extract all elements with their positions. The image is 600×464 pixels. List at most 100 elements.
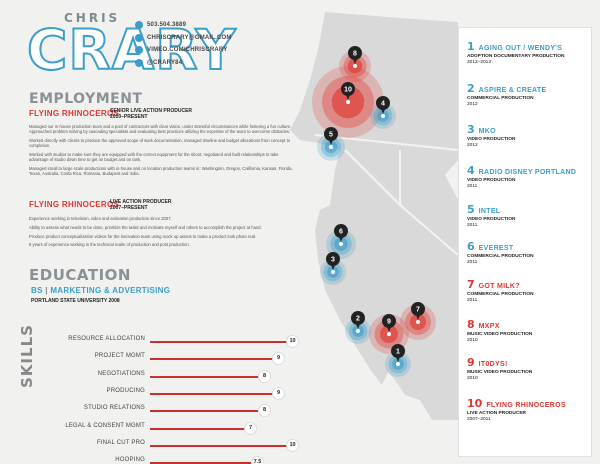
project-item: 1 AGING OUT / WENDY'S ADOPTION DOCUMENTARY…	[459, 40, 593, 66]
job-2-role: LIVE ACTION PRODUCER	[110, 199, 172, 205]
skill-value: 10	[286, 438, 299, 452]
education-school: PORTLAND STATE UNIVERSITY 2008	[31, 298, 120, 304]
project-type: VIDEO PRODUCTION	[467, 137, 516, 142]
map-marker-1[interactable]: 1	[385, 344, 411, 377]
map-marker-label: 6	[339, 229, 343, 236]
project-title: MKO	[478, 128, 496, 135]
job-2-company: FLYING RHINOCEROS	[29, 200, 120, 209]
project-type: VIDEO PRODUCTION	[467, 217, 516, 222]
map-marker-label: 8	[353, 51, 357, 58]
project-type: LIVE ACTION PRODUCER	[467, 411, 526, 416]
project-title: RADIO DISNEY PORTLAND	[478, 169, 577, 176]
skill-bar	[150, 410, 262, 413]
employment-heading: EMPLOYMENT	[29, 91, 143, 107]
contact-vimeo[interactable]: VIMEO.COM/CHRISCRARY	[135, 44, 232, 56]
skill-bar	[150, 427, 248, 430]
project-type: MUSIC VIDEO PRODUCTION	[467, 370, 533, 375]
project-type: ADOPTION DOCUMENTARY PRODUCTION	[467, 54, 565, 59]
contact-twitter[interactable]: @CRARY84	[135, 57, 232, 69]
education-degree: BS | MARKETING & ADVERTISING	[31, 286, 171, 295]
project-title: MXPX	[478, 323, 500, 330]
project-type: VIDEO PRODUCTION	[467, 178, 516, 183]
project-type: COMMERCIAL PRODUCTION	[467, 292, 534, 297]
map-marker-2[interactable]: 2	[345, 311, 371, 344]
job-1-bullet: Worked directly with clients to produce …	[29, 138, 291, 149]
skill-row: HOOPING 7.5	[40, 455, 270, 464]
contact-email[interactable]: CHRISCRARY@GMAIL.COM	[135, 32, 232, 44]
skill-row: PROJECT MGMT 9	[40, 351, 285, 366]
map-marker-label: 4	[381, 101, 385, 108]
project-type: COMMERCIAL PRODUCTION	[467, 96, 534, 101]
project-title: FLYING RHINOCEROS	[486, 402, 566, 409]
twitter-icon	[135, 58, 143, 67]
skill-row: PRODUCING 9	[40, 386, 285, 400]
project-number: 4	[467, 164, 475, 177]
skill-row: LEGAL & CONSENT MGMT 7	[40, 421, 270, 435]
map-marker-label: 3	[331, 257, 335, 264]
map-marker-4[interactable]: 4	[370, 96, 396, 129]
skill-bar	[150, 462, 255, 464]
project-year: 2011	[467, 298, 478, 303]
job-1-bullet: Worked with studios to make sure they ar…	[29, 152, 279, 163]
skill-bar	[150, 444, 290, 447]
project-title: EVEREST	[478, 245, 514, 252]
project-number: 9	[467, 356, 475, 369]
state-borders	[314, 134, 459, 256]
map-marker-8[interactable]: 8	[339, 46, 371, 82]
job-1-dates: 2010–PRESENT	[110, 114, 148, 120]
project-year: 2011	[467, 184, 478, 189]
map-marker-10[interactable]: 10	[312, 66, 384, 138]
project-year: 2010	[467, 338, 478, 343]
job-2-bullets: Experience working in television, video …	[29, 216, 299, 251]
project-year: 2007–2011	[467, 417, 491, 422]
project-title: INTEL	[478, 208, 501, 215]
project-item: 5 INTEL VIDEO PRODUCTION 2011	[459, 203, 593, 229]
skill-label: STUDIO RELATIONS	[83, 405, 145, 412]
skill-bar	[150, 392, 276, 395]
project-number: 2	[467, 82, 475, 95]
project-year: 2012	[467, 143, 478, 148]
skill-label: PRODUCING	[106, 387, 145, 394]
job-1-bullet: Managed our in-house production team and…	[29, 124, 292, 135]
project-item: 3 MKO VIDEO PRODUCTION 2012	[459, 123, 593, 149]
contact-phone: 503.504.3889	[135, 19, 232, 31]
project-number: 8	[467, 318, 475, 331]
project-number: 7	[467, 278, 475, 291]
project-year: 2011	[467, 223, 478, 228]
map-marker-5[interactable]: 5	[317, 127, 345, 161]
project-number: 10	[467, 397, 483, 410]
job-1-role: SENIOR LIVE ACTION PRODUCER	[110, 108, 193, 114]
skill-label: LEGAL & CONSENT MGMT	[65, 422, 145, 429]
map-marker-6[interactable]: 6	[326, 224, 356, 259]
skill-label: RESOURCE ALLOCATION	[68, 336, 145, 342]
job-1-bullets: Managed our in-house production team and…	[29, 124, 299, 180]
project-title: ASPIRE & CREATE	[478, 87, 547, 94]
skill-label: PROJECT MGMT	[94, 353, 145, 360]
skill-value: 8	[258, 404, 271, 418]
skill-value: 9	[272, 386, 285, 400]
job-2-bullet: 8 years of experience working in the tec…	[29, 242, 190, 248]
skill-value: 10	[286, 335, 299, 348]
project-year: 2010	[467, 376, 478, 381]
project-type: MUSIC VIDEO PRODUCTION	[467, 332, 533, 337]
project-number: 5	[467, 203, 475, 216]
map-marker-9[interactable]: 9	[369, 314, 409, 354]
skill-label: NEGOTIATIONS	[97, 370, 145, 377]
project-year: 2012	[467, 102, 478, 107]
project-item: 6 EVEREST COMMERCIAL PRODUCTION 2011	[459, 240, 593, 266]
project-item: 8 MXPX MUSIC VIDEO PRODUCTION 2010	[459, 318, 593, 344]
project-item: 2 ASPIRE & CREATE COMMERCIAL PRODUCTION 201…	[459, 82, 593, 108]
map-marker-label: 5	[329, 132, 333, 139]
project-year: 2012–2013	[467, 60, 492, 65]
map-marker-3[interactable]: 3	[320, 252, 346, 285]
skill-value: 7.5	[251, 456, 264, 464]
project-item: 7 GOT MILK? COMMERCIAL PRODUCTION 2011	[459, 278, 593, 304]
project-item: 4 RADIO DISNEY PORTLAND VIDEO PRODUCTION 20…	[459, 164, 593, 190]
project-type: COMMERCIAL PRODUCTION	[467, 254, 534, 259]
skill-label: HOOPING	[115, 457, 145, 464]
map-marker-label: 1	[396, 349, 400, 356]
map-marker-7[interactable]: 7	[400, 302, 436, 340]
mail-icon	[135, 33, 143, 42]
